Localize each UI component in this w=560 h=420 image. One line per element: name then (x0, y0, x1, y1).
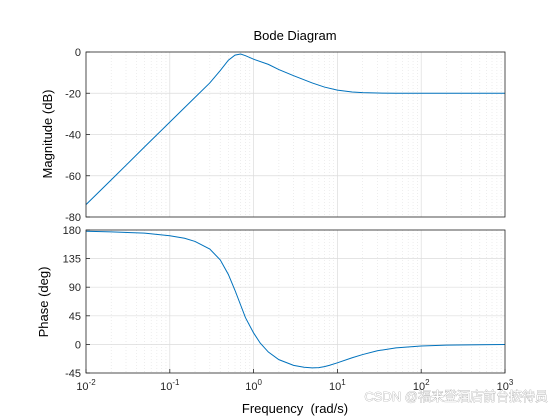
magnitude-axes-border (85, 51, 506, 218)
phase-axes-box (86, 230, 505, 373)
y-tick-label: 0 (75, 339, 81, 351)
y-tick-label: -45 (65, 368, 81, 380)
y-tick-label: -60 (65, 171, 81, 183)
phase-series-line (85, 230, 506, 369)
chart-title: Bode Diagram (253, 28, 336, 43)
csdn-watermark: CSDN @福来登酒店前台接待员 (364, 389, 548, 404)
magnitude-panel: 0 -20 -40 -60 -80 Magnitude (dB) (40, 47, 506, 224)
y-tick-label: -20 (65, 88, 81, 100)
phase-y-axis-label: Phase (deg) (36, 267, 51, 338)
magnitude-series-line (85, 53, 505, 205)
y-tick-label: 90 (69, 282, 81, 294)
y-tick-label: 135 (63, 254, 81, 266)
y-tick-label: -80 (65, 212, 81, 224)
frequency-x-axis-label: Frequency (rad/s) (242, 401, 348, 416)
phase-y-ticks: 180 135 90 45 0 -45 (63, 225, 90, 380)
y-tick-label: 180 (63, 225, 81, 237)
y-tick-label: -40 (65, 130, 81, 142)
magnitude-y-axis-label: Magnitude (dB) (40, 90, 55, 179)
y-tick-label: 45 (69, 311, 81, 323)
y-tick-label: 0 (75, 47, 81, 59)
phase-axes-border (85, 229, 506, 374)
